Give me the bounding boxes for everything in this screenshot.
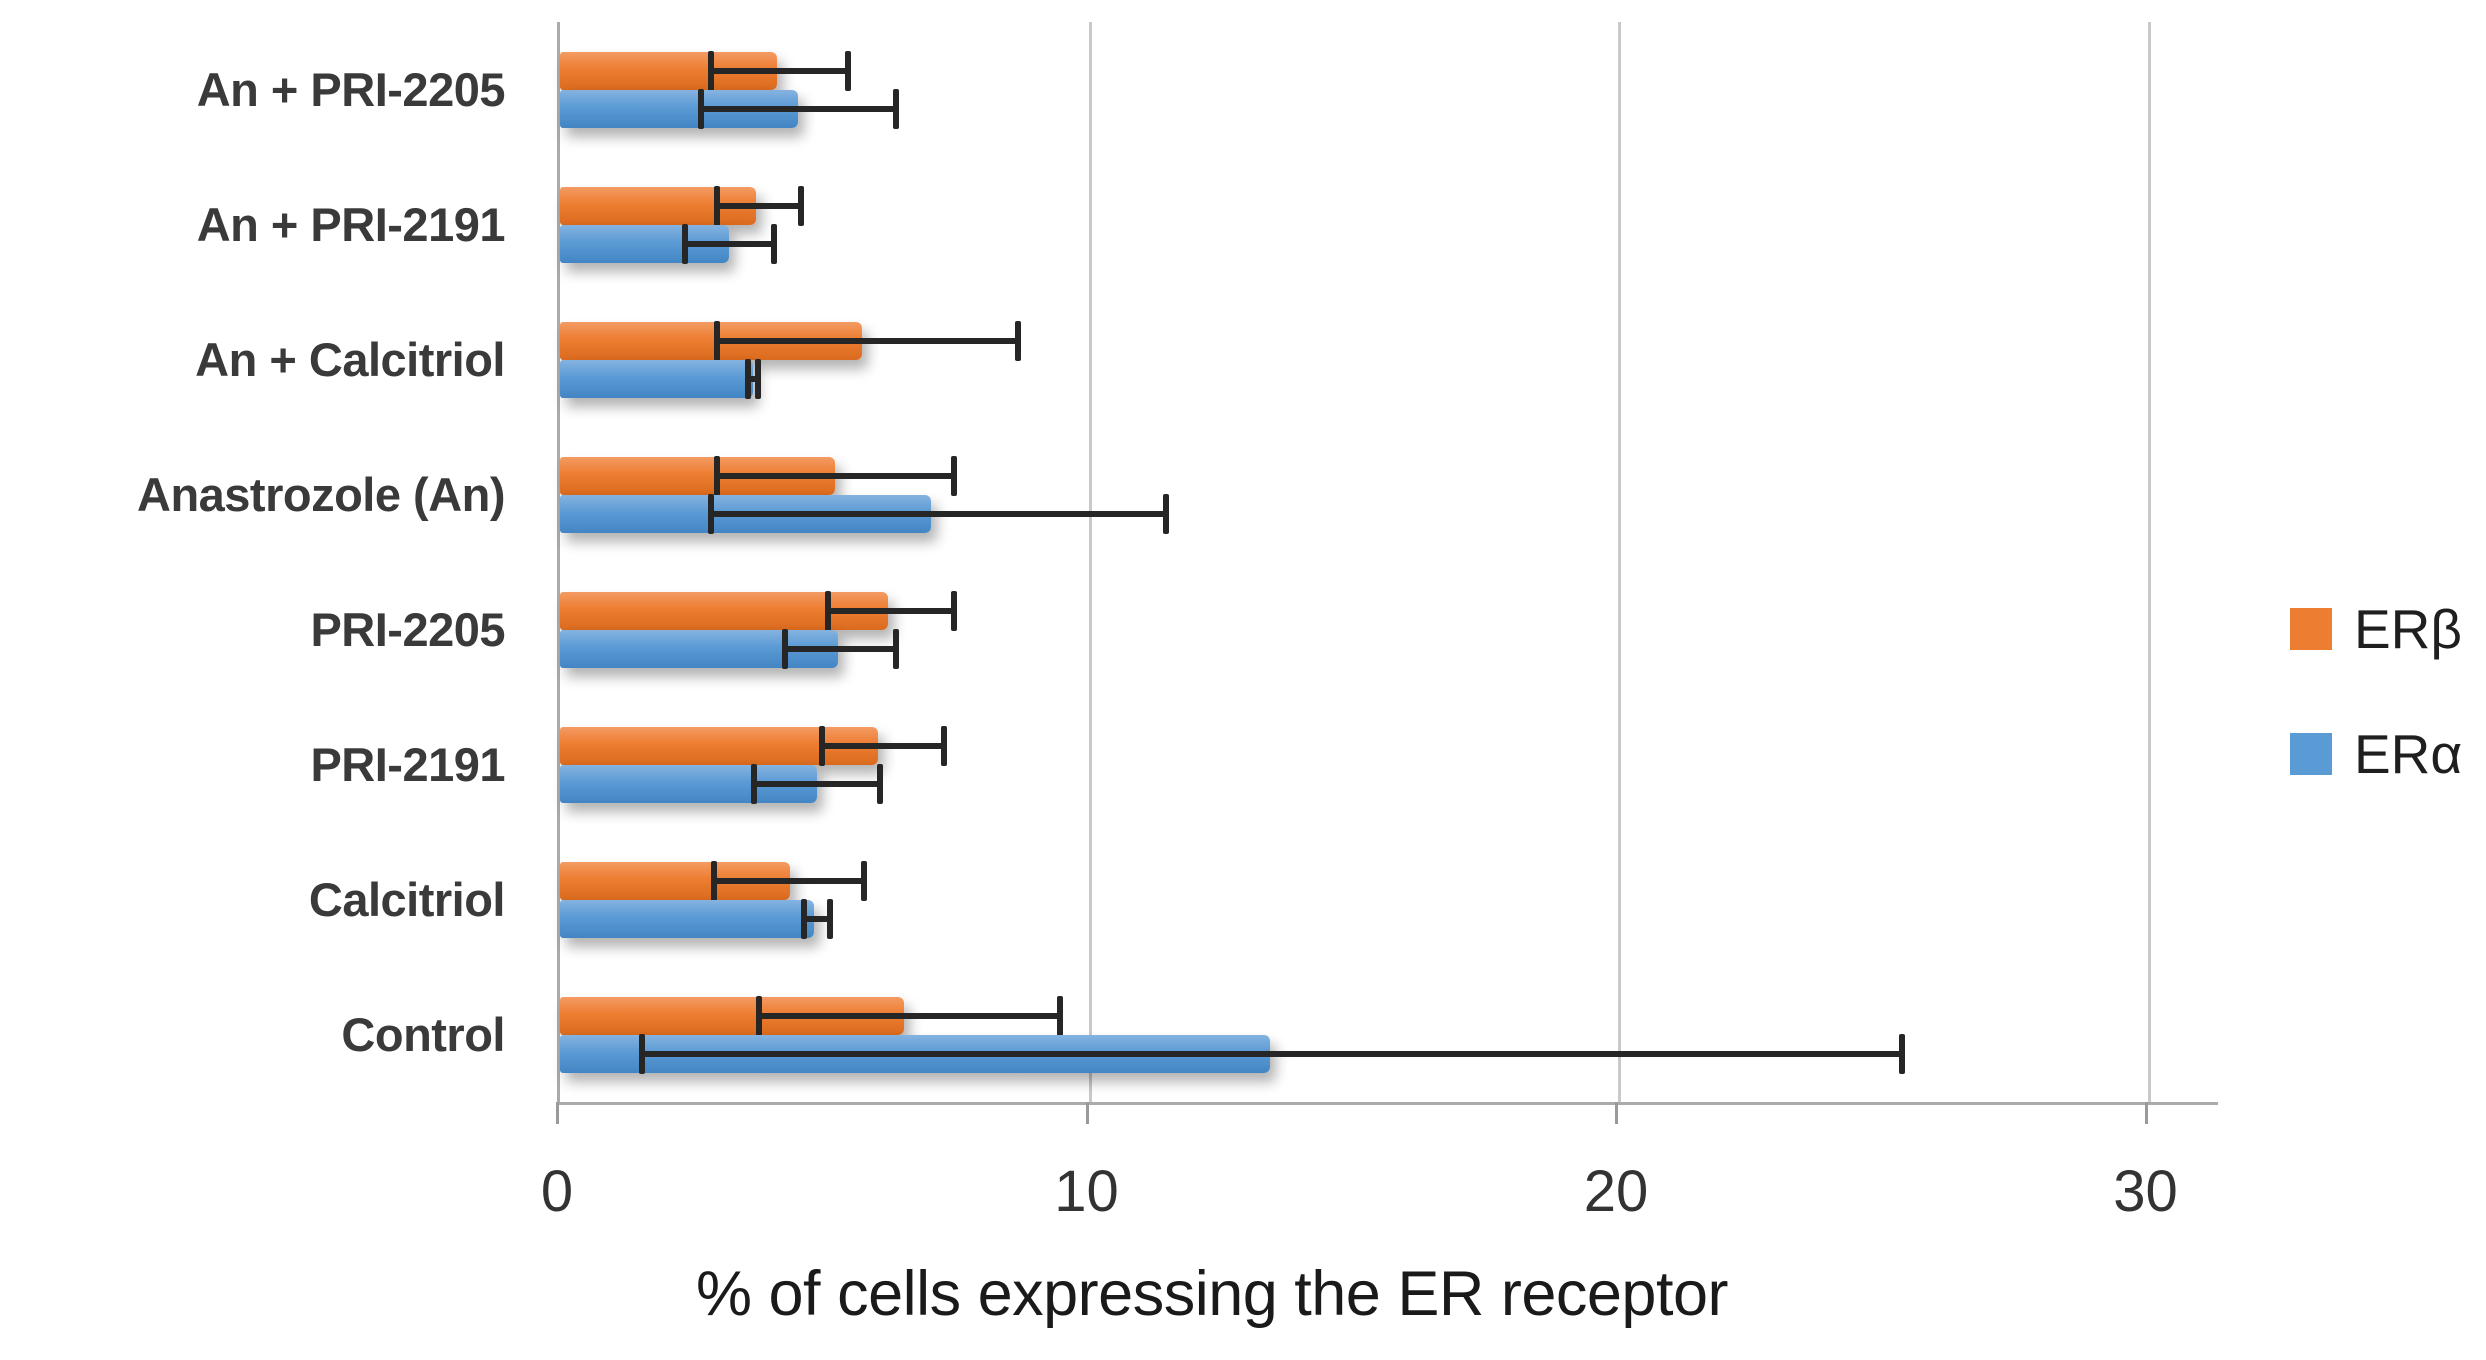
category-label: An + PRI-2205 [196, 62, 506, 116]
error-bar-er-beta-2 [713, 320, 1021, 361]
error-line [697, 105, 899, 112]
error-line [745, 375, 762, 382]
error-cap-high [845, 50, 852, 91]
error-cap-low [713, 185, 720, 226]
error-bar-er-alpha-1 [681, 223, 778, 264]
category-label: Calcitriol [308, 872, 506, 926]
error-cap-high [951, 455, 958, 496]
x-tick-label: 30 [2113, 1159, 2178, 1224]
error-cap-low [819, 725, 826, 766]
x-tick-mark [556, 1102, 559, 1124]
error-cap-high [892, 628, 899, 669]
legend-entry-er-alpha: ERα [2290, 723, 2463, 785]
error-cap-high [861, 860, 868, 901]
x-axis-title: % of cells expressing the ER receptor [696, 1259, 1728, 1329]
error-bar-er-beta-0 [708, 50, 852, 91]
error-bar-er-alpha-0 [697, 88, 899, 129]
gridline-30 [2147, 22, 2151, 1102]
error-bar-er-alpha-3 [708, 493, 1169, 534]
error-bar-er-beta-1 [713, 185, 804, 226]
bar-er-alpha-6 [560, 899, 815, 938]
legend-swatch-er-alpha [2290, 733, 2332, 775]
error-cap-high [755, 358, 762, 399]
error-line [750, 780, 883, 787]
error-bar-er-alpha-5 [750, 763, 883, 804]
error-line [713, 202, 804, 209]
error-cap-high [1057, 995, 1064, 1036]
error-bar-er-alpha-7 [639, 1033, 1905, 1074]
error-line [819, 742, 947, 749]
category-label: PRI-2191 [310, 737, 505, 791]
error-cap-low [708, 50, 715, 91]
x-tick-mark [1085, 1102, 1089, 1124]
error-bar-er-beta-6 [710, 860, 868, 901]
error-cap-low [750, 763, 757, 804]
plot-area [557, 22, 2218, 1105]
x-tick-mark [1615, 1102, 1618, 1124]
error-line [713, 472, 958, 479]
error-cap-low [710, 860, 717, 901]
error-cap-high [1162, 493, 1169, 534]
error-bar-er-alpha-2 [745, 358, 762, 399]
error-cap-high [940, 725, 947, 766]
category-label: Control [341, 1007, 505, 1061]
error-bar-er-alpha-6 [800, 898, 833, 939]
error-cap-low [713, 320, 720, 361]
error-cap-high [892, 88, 899, 129]
x-tick-label: 0 [540, 1159, 574, 1224]
error-line [755, 1012, 1064, 1019]
category-label: An + Calcitriol [195, 332, 505, 386]
error-cap-low [708, 493, 715, 534]
error-line [639, 1050, 1905, 1057]
error-line [824, 607, 958, 614]
error-bar-er-beta-5 [819, 725, 947, 766]
error-bar-er-beta-3 [713, 455, 958, 496]
error-line [713, 337, 1021, 344]
gridline-20 [1618, 22, 1621, 1102]
gridline-10 [1088, 22, 1092, 1102]
error-cap-low [800, 898, 807, 939]
error-cap-high [876, 763, 883, 804]
error-bar-er-beta-7 [755, 995, 1064, 1036]
legend-label: ERβ [2354, 598, 2463, 660]
error-line [800, 915, 833, 922]
error-cap-low [713, 455, 720, 496]
error-line [708, 67, 852, 74]
error-cap-low [681, 223, 688, 264]
error-cap-high [1898, 1033, 1905, 1074]
error-cap-high [771, 223, 778, 264]
error-cap-low [639, 1033, 646, 1074]
legend-label: ERα [2354, 723, 2463, 785]
error-bar-er-beta-4 [824, 590, 958, 631]
error-cap-low [745, 358, 752, 399]
error-bar-er-alpha-4 [782, 628, 899, 669]
error-line [710, 877, 868, 884]
error-cap-high [826, 898, 833, 939]
x-tick-label: 20 [1583, 1159, 1649, 1224]
category-label: PRI-2205 [310, 602, 505, 656]
error-cap-low [824, 590, 831, 631]
error-line [782, 645, 899, 652]
error-cap-low [697, 88, 704, 129]
error-cap-high [1014, 320, 1021, 361]
error-cap-high [951, 590, 958, 631]
legend-swatch-er-beta [2290, 608, 2332, 650]
x-tick-mark [2144, 1102, 2148, 1124]
error-line [681, 240, 778, 247]
category-label: An + PRI-2191 [196, 197, 506, 251]
error-line [708, 510, 1169, 517]
category-label: Anastrozole (An) [137, 467, 506, 521]
legend-entry-er-beta: ERβ [2290, 598, 2463, 660]
x-tick-label: 10 [1054, 1159, 1119, 1224]
error-cap-low [755, 995, 762, 1036]
error-cap-low [782, 628, 789, 669]
error-cap-high [797, 185, 804, 226]
bar-er-alpha-2 [560, 359, 754, 398]
